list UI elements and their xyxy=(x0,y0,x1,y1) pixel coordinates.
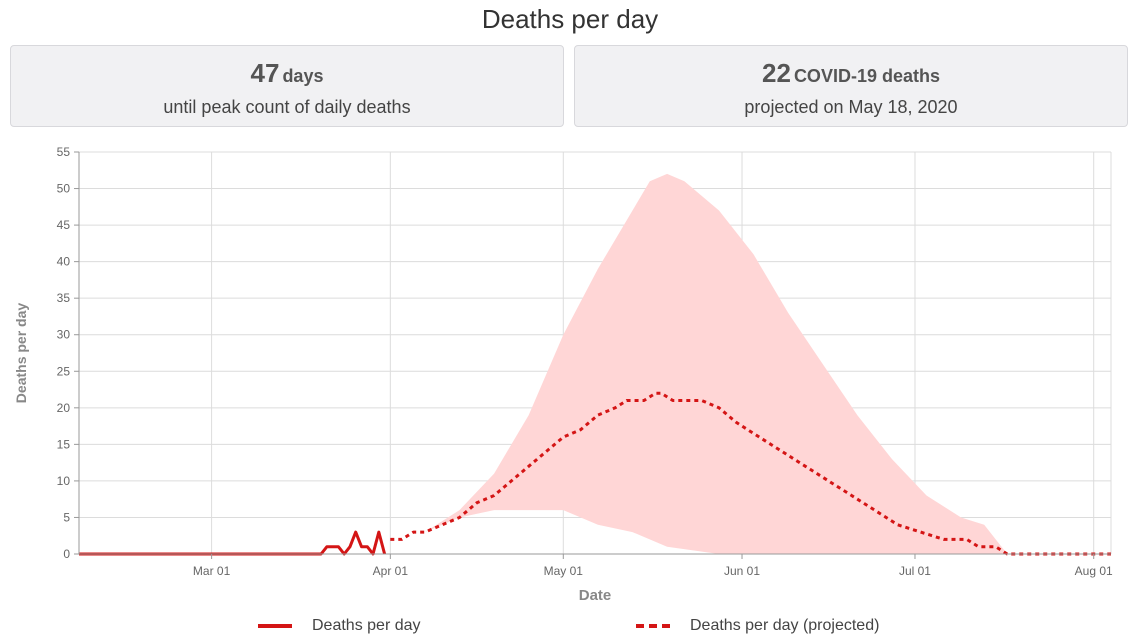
peak-days-subtitle: until peak count of daily deaths xyxy=(163,97,411,117)
legend-dashed-line-icon xyxy=(636,624,670,628)
peak-days-card: 47 days until peak count of daily deaths xyxy=(10,45,564,127)
legend-label-projected: Deaths per day (projected) xyxy=(690,617,880,634)
axes: 0 5 10 15 20 25 30 35 40 45 50 55 Mar 01 Apr 01 May 01… xyxy=(13,145,1113,604)
y-tick-label: 25 xyxy=(57,364,71,378)
projected-deaths-line xyxy=(390,391,1111,556)
y-tick-label: 35 xyxy=(57,291,71,305)
x-tick-label: May 01 xyxy=(544,564,584,578)
y-axis-title: Deaths per day xyxy=(13,303,29,404)
x-tick-label: Jul 01 xyxy=(899,564,931,578)
deaths-per-day-chart: 0 5 10 15 20 25 30 35 40 45 50 55 Mar 01 Apr 01 May 01… xyxy=(13,145,1113,604)
y-tick-label: 5 xyxy=(63,510,70,524)
projected-deaths-unit: COVID-19 deaths xyxy=(793,66,940,86)
projected-deaths-subtitle: projected on May 18, 2020 xyxy=(744,97,958,117)
projected-deaths-number: 22 xyxy=(762,58,791,88)
y-tick-label: 30 xyxy=(57,328,71,342)
x-tick-label: Aug 01 xyxy=(1075,564,1113,578)
uncertainty-band xyxy=(390,173,1008,554)
legend-label-actual: Deaths per day xyxy=(312,617,421,634)
y-tick-label: 20 xyxy=(57,401,71,415)
y-tick-label: 40 xyxy=(57,255,71,269)
y-tick-label: 50 xyxy=(57,182,71,196)
x-tick-label: Apr 01 xyxy=(373,564,409,578)
peak-days-unit: days xyxy=(282,66,324,86)
legend-item-projected[interactable]: Deaths per day (projected) xyxy=(636,617,879,635)
legend-solid-line-icon xyxy=(258,624,292,628)
uncertainty-band-area xyxy=(390,173,1008,554)
actual-deaths-line xyxy=(79,530,387,556)
legend-item-actual[interactable]: Deaths per day xyxy=(258,617,421,635)
projected-deaths-card: 22 COVID-19 deaths projected on May 18, 2… xyxy=(574,45,1128,127)
y-tick-label: 15 xyxy=(57,437,71,451)
x-tick-label: Jun 01 xyxy=(724,564,760,578)
chart-title: Deaths per day xyxy=(481,4,659,34)
y-tick-label: 0 xyxy=(63,547,70,561)
peak-days-number: 47 xyxy=(250,58,280,88)
y-tick-label: 55 xyxy=(57,145,71,159)
x-axis-title: Date xyxy=(579,587,612,604)
x-tick-label: Mar 01 xyxy=(193,564,231,578)
y-tick-label: 10 xyxy=(57,474,71,488)
series xyxy=(79,391,1111,556)
y-tick-label: 45 xyxy=(57,218,71,232)
